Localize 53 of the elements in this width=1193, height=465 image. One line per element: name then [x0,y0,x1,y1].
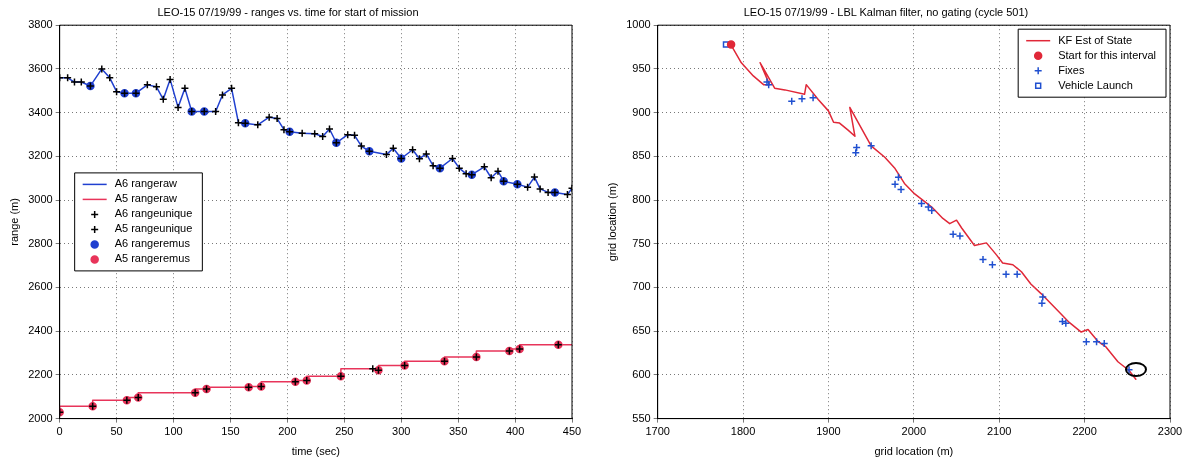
chart-title: LEO-15 07/19/99 - LBL Kalman filter, no gating (cycle 501) [743,5,1029,18]
y-tick-label: 2000 [28,411,53,424]
y-tick-label: 3800 [28,18,53,31]
legend-label: Vehicle Launch [1058,78,1133,91]
y-tick-label: 900 [632,105,651,118]
y-tick-label: 600 [632,367,651,380]
chart-title: LEO-15 07/19/99 - ranges vs. time for start of mission [157,5,419,18]
y-tick-label: 2400 [28,324,53,337]
legend-label: A5 rangeraw [114,192,178,205]
y-tick-label: 3400 [28,105,53,118]
x-tick-label: 250 [335,425,354,438]
legend-label: A6 rangeremus [114,237,191,250]
x-tick-label: 400 [505,425,525,438]
y-tick-label: 2600 [28,280,53,293]
x-tick-label: 1800 [730,425,756,438]
x-tick-label: 2200 [1072,425,1097,438]
y-axis-title: range (m) [7,198,20,246]
x-tick-label: 2000 [901,425,927,438]
y-tick-label: 650 [632,324,651,337]
x-tick-label: 150 [221,425,240,438]
x-tick-label: 50 [110,425,123,438]
legend-label: A5 rangeunique [114,222,193,235]
legend-label: A5 rangeremus [114,252,191,265]
x-axis-title: time (sec) [291,445,340,458]
x-tick-label: 0 [56,425,63,438]
legend-label: Fixes [1058,63,1085,76]
y-tick-label: 3200 [28,149,53,162]
x-tick-label: 200 [278,425,297,438]
y-tick-label: 850 [632,149,651,162]
x-tick-label: 350 [448,425,468,438]
y-tick-label: 950 [632,61,651,74]
x-axis-title: grid location (m) [874,445,954,458]
y-axis-title: grid location (m) [605,182,618,262]
legend-label: Start for this interval [1058,48,1157,61]
x-tick-label: 2100 [986,425,1012,438]
y-tick-label: 800 [632,193,651,206]
y-tick-label: 1000 [626,18,651,31]
y-tick-label: 550 [632,411,651,424]
y-tick-label: 2800 [28,236,53,249]
legend-label: A6 rangeraw [114,177,178,190]
x-tick-label: 300 [392,425,411,438]
x-tick-label: 450 [562,425,582,438]
y-tick-label: 3000 [28,193,53,206]
x-tick-label: 1900 [816,425,841,438]
y-tick-label: 3600 [28,61,53,74]
x-tick-label: 100 [164,425,183,438]
y-tick-label: 750 [632,236,651,249]
x-tick-label: 1700 [645,425,670,438]
y-tick-label: 700 [632,280,651,293]
x-tick-label: 2300 [1157,425,1183,438]
legend-label: A6 rangeunique [114,207,193,220]
legend-label: KF Est of State [1058,33,1133,46]
y-tick-label: 2200 [28,367,53,380]
